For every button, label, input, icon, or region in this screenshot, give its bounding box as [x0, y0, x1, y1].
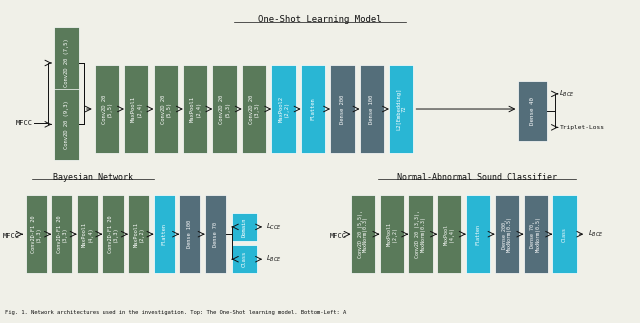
Text: Dense 70: Dense 70: [213, 222, 218, 247]
Text: Fig. 1. Network architectures used in the investigation. Top: The One-Shot learn: Fig. 1. Network architectures used in th…: [5, 310, 346, 315]
Bar: [102, 195, 124, 273]
Bar: [154, 195, 175, 273]
Bar: [51, 195, 72, 273]
Text: L2[Embedding]
72: L2[Embedding] 72: [396, 88, 406, 130]
Bar: [124, 65, 148, 153]
Text: Class: Class: [242, 251, 247, 267]
Text: Bayesian Network: Bayesian Network: [52, 173, 133, 182]
Text: Conv2D-F1 20
(3,3): Conv2D-F1 20 (3,3): [108, 215, 118, 253]
Bar: [518, 81, 547, 141]
Bar: [54, 27, 79, 99]
Text: MaxPool1
(2,4): MaxPool1 (2,4): [190, 96, 200, 122]
Bar: [466, 195, 490, 273]
Text: $L_{BCE}$: $L_{BCE}$: [266, 254, 282, 264]
Bar: [351, 195, 375, 273]
Bar: [212, 65, 237, 153]
Text: Conv2D 20 (5,5),
MaxNorm(0.3): Conv2D 20 (5,5), MaxNorm(0.3): [358, 210, 368, 258]
Text: Conv2D 20
(5,3): Conv2D 20 (5,3): [220, 94, 230, 124]
Text: MFCC: MFCC: [3, 233, 20, 239]
Text: Conv2D-F1 20
(3,3): Conv2D-F1 20 (3,3): [56, 215, 67, 253]
Bar: [154, 65, 178, 153]
Bar: [389, 65, 413, 153]
Text: Flatten: Flatten: [310, 98, 316, 120]
Bar: [183, 65, 207, 153]
Text: MaxPool1
(4,4): MaxPool1 (4,4): [82, 222, 93, 247]
Bar: [495, 195, 519, 273]
Bar: [77, 195, 98, 273]
Text: Conv2D 20
(5,5): Conv2D 20 (5,5): [102, 94, 112, 124]
Text: $L_{BCE}$: $L_{BCE}$: [559, 89, 575, 99]
Text: $L_{CCE}$: $L_{CCE}$: [266, 222, 282, 232]
Text: Class: Class: [562, 227, 567, 242]
Bar: [271, 65, 296, 153]
Text: Conv2D 20
(3,3): Conv2D 20 (3,3): [249, 94, 259, 124]
Bar: [301, 65, 325, 153]
Text: Dense 200: Dense 200: [340, 94, 345, 124]
Text: One-Shot Learning Model: One-Shot Learning Model: [258, 15, 382, 24]
Text: Normal-Abnormal Sound Classifier: Normal-Abnormal Sound Classifier: [397, 173, 557, 182]
Text: Conv2D 20 (3,3),
MaxNorm(0.3): Conv2D 20 (3,3), MaxNorm(0.3): [415, 210, 426, 258]
Bar: [54, 89, 79, 160]
Text: Dense 40: Dense 40: [531, 97, 535, 125]
Text: Conv2D 20 (7,5): Conv2D 20 (7,5): [64, 39, 69, 87]
Bar: [205, 195, 226, 273]
Bar: [232, 213, 257, 241]
Bar: [95, 65, 119, 153]
Text: Flatten: Flatten: [476, 224, 481, 245]
Text: Conv2D 20 (9,3): Conv2D 20 (9,3): [64, 100, 69, 149]
Bar: [330, 65, 355, 153]
Bar: [242, 65, 266, 153]
Text: MFCC: MFCC: [16, 120, 33, 126]
Text: MaxPool
(4,4): MaxPool (4,4): [444, 224, 454, 245]
Text: Domain: Domain: [242, 217, 247, 237]
Text: Conv2D-F1 20
(3,3): Conv2D-F1 20 (3,3): [31, 215, 42, 253]
Text: MaxPool2
(2,2): MaxPool2 (2,2): [278, 96, 289, 122]
Bar: [524, 195, 548, 273]
Text: Dense 200,
MaxNorm(0.5): Dense 200, MaxNorm(0.5): [502, 216, 512, 252]
Text: Conv2D 20
(5,5): Conv2D 20 (5,5): [161, 94, 171, 124]
Bar: [380, 195, 404, 273]
Bar: [179, 195, 200, 273]
Bar: [552, 195, 577, 273]
Text: Flatten: Flatten: [162, 223, 166, 245]
Bar: [360, 65, 384, 153]
Text: MaxPool1
(2,2): MaxPool1 (2,2): [133, 222, 144, 247]
Text: Triplet-Loss: Triplet-Loss: [559, 125, 604, 130]
Text: $L_{BCE}$: $L_{BCE}$: [588, 229, 604, 239]
Text: MFCC: MFCC: [330, 233, 346, 239]
Text: Dense 100: Dense 100: [369, 94, 374, 124]
Bar: [79, 89, 84, 99]
Bar: [408, 195, 433, 273]
Bar: [128, 195, 149, 273]
Bar: [26, 195, 47, 273]
Text: Dense 70,
MaxNorm(0.5): Dense 70, MaxNorm(0.5): [531, 216, 541, 252]
Text: MaxPool1
(2,2): MaxPool1 (2,2): [387, 222, 397, 246]
Text: MaxPool1
(2,4): MaxPool1 (2,4): [131, 96, 141, 122]
Bar: [437, 195, 461, 273]
Text: Dense 100: Dense 100: [188, 220, 192, 248]
Bar: [232, 245, 257, 273]
